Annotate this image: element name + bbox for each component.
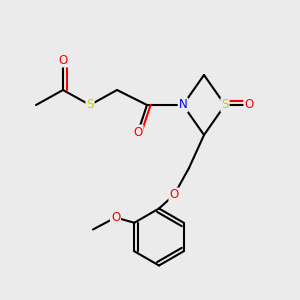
Text: O: O: [58, 53, 68, 67]
Text: O: O: [134, 125, 142, 139]
Text: S: S: [86, 98, 94, 112]
Text: S: S: [221, 98, 229, 112]
Text: O: O: [111, 211, 120, 224]
Text: O: O: [244, 98, 253, 112]
Text: N: N: [178, 98, 188, 112]
Text: O: O: [169, 188, 178, 202]
